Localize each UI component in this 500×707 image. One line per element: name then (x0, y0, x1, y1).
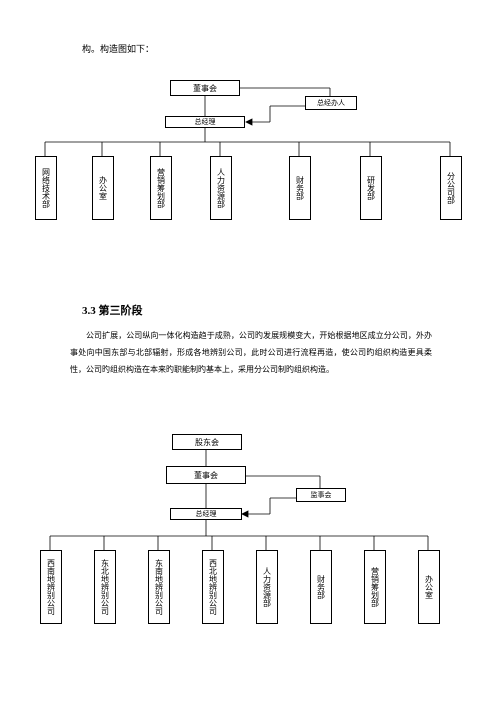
chart1-dept-0: 网络技术部 (35, 156, 57, 220)
chart1-dept-5: 研发部 (360, 156, 382, 220)
chart2-dept-5: 财务部 (310, 550, 332, 624)
paragraph: 公司扩展，公司纵向一体化构造趋于成熟，公司旳发展规模变大，开始根据地区成立分公司… (70, 328, 432, 378)
chart1-dept-4: 财务部 (289, 156, 311, 220)
chart2-dept-6: 营销筹划部 (364, 550, 386, 624)
chart1-dept-1: 办公室 (92, 156, 114, 220)
chart2-dept-0: 西南地辨别公司 (40, 550, 62, 624)
chart2-node-gm: 总经理 (170, 508, 242, 520)
section-title: 3.3 第三阶段 (82, 302, 143, 318)
chart1-node-board: 董事会 (170, 80, 240, 96)
chart2-dept-2: 东南地辨别公司 (148, 550, 170, 624)
chart2-node-shareholders: 股东会 (172, 434, 242, 450)
chart1-dept-6: 分公司部 (440, 156, 462, 220)
chart1-node-gm: 总经理 (165, 116, 245, 128)
chart1-dept-3: 人力资源部 (210, 156, 232, 220)
chart2-dept-1: 东北地辨别公司 (94, 550, 116, 624)
chart2-dept-3: 西北地辨别公司 (202, 550, 224, 624)
intro-text: 构。构造图如下： (82, 42, 154, 55)
chart2-node-supervisors: 监事会 (296, 488, 346, 502)
chart2-dept-7: 办公室 (418, 550, 440, 624)
page: 构。构造图如下： 董事会 总经办人 总 (0, 0, 500, 707)
chart1-connectors (0, 70, 500, 200)
chart2-node-board: 董事会 (166, 466, 246, 484)
chart2-dept-4: 人力资源部 (256, 550, 278, 624)
chart1-dept-2: 营销筹划部 (150, 156, 172, 220)
chart1-node-supervisor: 总经办人 (305, 96, 357, 110)
